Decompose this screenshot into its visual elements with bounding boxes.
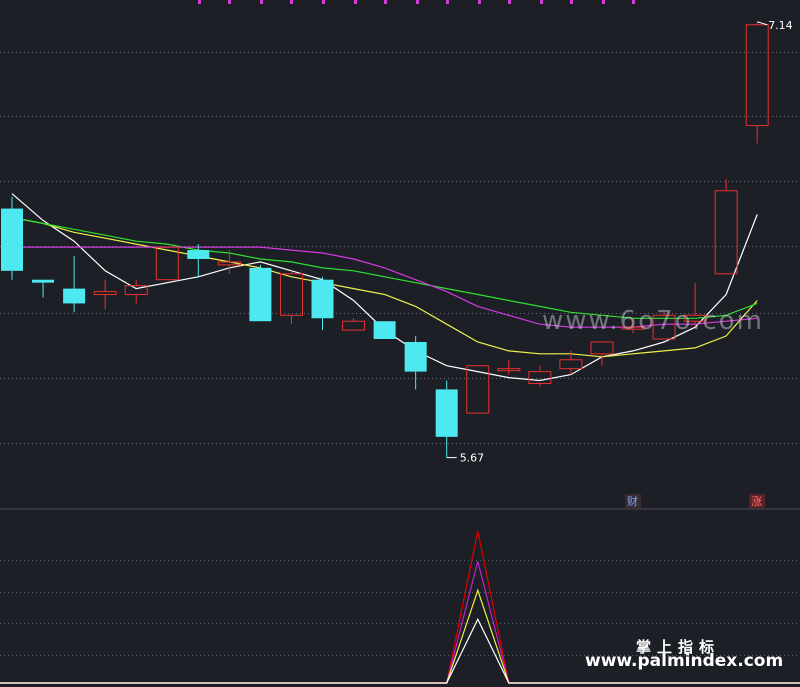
ma10-line: [11, 216, 758, 358]
moving-average-lines: [11, 193, 758, 382]
candle-5: [155, 246, 179, 281]
candle-body: [32, 279, 55, 283]
top-marker-4: [322, 0, 325, 4]
candle-19: [590, 341, 614, 366]
candle-body: [155, 246, 179, 281]
candle-body: [528, 371, 552, 384]
high-price-label: 7.14: [768, 19, 793, 32]
indicator-panel: [0, 530, 800, 684]
candle-6: [187, 244, 210, 277]
candle-22: [683, 282, 707, 328]
top-marker-6: [384, 0, 387, 4]
high-label-leader: [757, 21, 768, 26]
watermark-brand: 掌上指标: [636, 638, 721, 656]
candle-12: [373, 321, 396, 340]
candle-21: [652, 312, 676, 340]
candle-13: [404, 336, 427, 390]
low-price-label: 5.67: [460, 452, 485, 465]
grid-lines: [0, 52, 800, 656]
watermark-url-2: www.palmindex.com: [585, 651, 784, 671]
badge-zhang: 涨: [751, 495, 762, 508]
top-marker-strip: [198, 0, 635, 4]
candle-16: [497, 359, 521, 375]
candle-body: [466, 365, 490, 414]
top-marker-12: [570, 0, 573, 4]
candle-23: [714, 178, 738, 275]
top-marker-13: [602, 0, 605, 4]
top-marker-5: [354, 0, 357, 4]
candle-17: [528, 365, 552, 387]
top-marker-10: [508, 0, 511, 4]
candlesticks: [1, 21, 769, 458]
price-labels: 7.14 5.67: [446, 19, 793, 465]
top-marker-2: [260, 0, 263, 4]
candle-body: [187, 250, 210, 259]
candle-24: [745, 21, 769, 144]
candle-15: [466, 365, 490, 414]
candle-body: [124, 285, 148, 296]
top-marker-1: [228, 0, 231, 4]
candle-body: [745, 24, 769, 127]
top-marker-7: [416, 0, 419, 4]
top-marker-14: [632, 0, 635, 4]
candle-body: [435, 389, 458, 437]
candle-2: [63, 256, 86, 313]
indicator-series-3: [0, 617, 800, 684]
badge-zhang-bg: [749, 494, 766, 508]
badge-cai: 财: [627, 494, 638, 508]
candle-body: [311, 279, 334, 319]
top-marker-0: [198, 0, 201, 4]
candle-body: [497, 368, 521, 372]
candle-18: [559, 350, 583, 375]
candle-body: [621, 326, 645, 330]
candle-body: [559, 359, 583, 370]
badge-cai-bg: [625, 494, 641, 508]
candle-0: [1, 196, 23, 280]
candle-14: [435, 380, 458, 458]
candle-4: [124, 279, 148, 304]
candle-body: [217, 261, 241, 266]
candle-body: [63, 288, 86, 304]
candle-1: [32, 279, 55, 298]
candle-body: [342, 320, 366, 331]
candle-7: [217, 250, 241, 274]
signal-badges: 财 涨: [625, 494, 766, 508]
top-marker-3: [290, 0, 293, 4]
top-marker-11: [540, 0, 543, 4]
candle-body: [1, 208, 23, 271]
watermark-url-1: www.6o7o.com: [542, 306, 764, 336]
candle-body: [373, 321, 396, 340]
candle-body: [714, 190, 738, 275]
candle-11: [342, 318, 366, 331]
candle-20: [621, 318, 645, 334]
candle-3: [93, 279, 117, 310]
candle-10: [311, 276, 334, 331]
candle-body: [683, 314, 707, 322]
top-marker-8: [446, 0, 449, 4]
candle-body: [590, 341, 614, 355]
candle-body: [279, 273, 303, 316]
candle-9: [279, 270, 303, 325]
candle-body: [93, 291, 117, 296]
candle-body: [652, 314, 676, 340]
candle-body: [404, 341, 427, 372]
candle-8: [249, 264, 272, 322]
candle-body: [249, 267, 272, 322]
top-marker-9: [478, 0, 481, 4]
